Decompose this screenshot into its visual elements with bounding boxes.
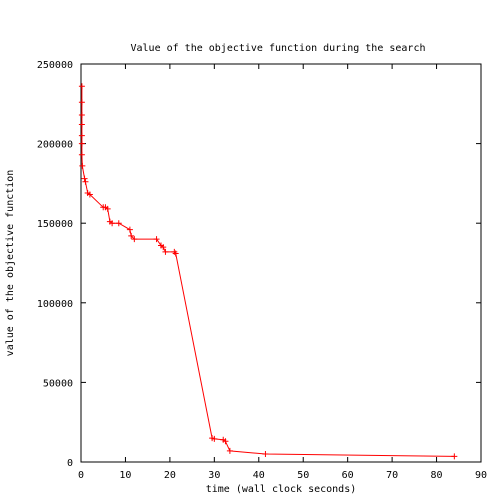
x-tick-label: 70 [386, 470, 398, 481]
chart-title: Value of the objective function during t… [130, 43, 425, 54]
y-tick-label: 250000 [37, 60, 73, 71]
data-point-marker [226, 447, 233, 454]
x-tick-label: 30 [208, 470, 220, 481]
data-point-marker [81, 175, 88, 182]
x-tick-label: 50 [297, 470, 309, 481]
data-point-marker [109, 220, 116, 227]
data-point-marker [126, 226, 133, 233]
x-axis-label: time (wall clock seconds) [206, 484, 357, 495]
data-point-marker [78, 83, 85, 90]
x-tick-label: 10 [119, 470, 131, 481]
data-point-marker [451, 453, 458, 460]
y-axis: 0 50000 100000 150000 200000 250000 [37, 60, 481, 469]
data-point-marker [131, 236, 138, 243]
y-tick-label: 50000 [43, 378, 73, 389]
series-line [81, 86, 455, 457]
x-tick-label: 80 [431, 470, 443, 481]
y-tick-label: 150000 [37, 219, 73, 230]
data-point-marker [171, 248, 178, 255]
x-tick-label: 90 [475, 470, 487, 481]
data-point-marker [79, 162, 86, 169]
data-point-marker [115, 220, 122, 227]
x-tick-label: 0 [78, 470, 84, 481]
y-tick-label: 100000 [37, 299, 73, 310]
x-tick-label: 60 [342, 470, 354, 481]
data-point-marker [78, 111, 85, 118]
data-point-marker [78, 140, 85, 147]
series-layer [78, 83, 458, 460]
data-point-marker [78, 132, 85, 139]
data-point-marker [78, 151, 85, 158]
data-point-marker [78, 99, 85, 106]
x-axis: 0 10 20 30 40 50 60 70 80 90 [78, 64, 487, 481]
y-tick-label: 0 [67, 458, 73, 469]
data-point-marker [86, 191, 93, 198]
data-point-marker [160, 244, 167, 251]
data-point-marker [78, 121, 85, 128]
data-point-marker [211, 435, 218, 442]
data-point-marker [262, 451, 269, 458]
plot-frame [80, 63, 482, 463]
data-point-marker [162, 248, 169, 255]
data-point-marker [104, 205, 111, 212]
x-tick-label: 20 [164, 470, 176, 481]
data-point-marker [128, 232, 135, 239]
data-point-marker [82, 178, 89, 185]
data-point-marker [172, 250, 179, 257]
data-point-marker [153, 236, 160, 243]
data-point-marker [222, 438, 229, 445]
y-axis-label: value of the objective function [5, 170, 16, 357]
x-tick-label: 40 [253, 470, 265, 481]
y-tick-label: 200000 [37, 140, 73, 151]
